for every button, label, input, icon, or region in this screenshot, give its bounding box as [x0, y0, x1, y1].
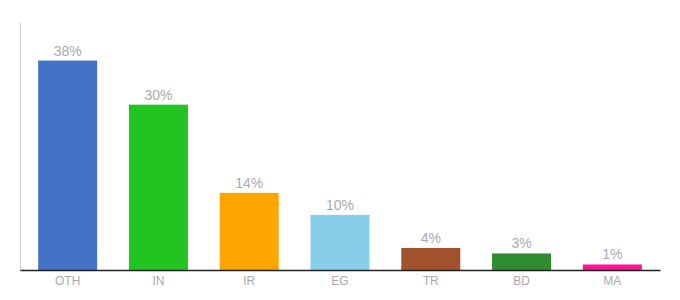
data-label: 1%: [602, 246, 622, 262]
bar: [492, 253, 551, 270]
x-tick: BD: [513, 270, 530, 288]
y-axis-line: [20, 23, 21, 271]
x-tick: OTH: [55, 270, 80, 288]
data-label: 10%: [326, 197, 354, 213]
x-tick-label: EG: [331, 274, 348, 288]
bar: [38, 61, 97, 270]
data-label: 30%: [144, 87, 172, 103]
x-tick: MA: [603, 270, 621, 288]
x-axis: OTH IN IR EG TR BD MA: [21, 270, 661, 288]
bar: [401, 248, 460, 270]
chart: OTH IN IR EG TR BD MA 38% 30% 14% 10% 4% 3% 1%: [0, 0, 680, 300]
x-tick-label: TR: [423, 274, 439, 288]
y-axis: [20, 23, 21, 271]
data-label: 38%: [54, 43, 82, 59]
x-tick-label: BD: [513, 274, 530, 288]
data-label: 3%: [511, 235, 531, 251]
x-tick: IR: [243, 270, 255, 288]
x-tick-label: IR: [243, 274, 255, 288]
data-label: 4%: [421, 230, 441, 246]
bar: [310, 215, 369, 270]
bar: [129, 105, 188, 270]
x-tick-label: MA: [603, 274, 621, 288]
bar: [583, 264, 642, 270]
x-tick: TR: [423, 270, 439, 288]
x-tick-label: OTH: [55, 274, 80, 288]
plot: OTH IN IR EG TR BD MA 38% 30% 14% 10% 4% 3% 1%: [21, 23, 661, 288]
bars: [38, 61, 642, 270]
x-tick-label: IN: [152, 274, 164, 288]
x-tick: IN: [152, 270, 164, 288]
x-axis-line: [21, 270, 661, 272]
data-label: 14%: [235, 175, 263, 191]
bar: [220, 193, 279, 270]
x-tick: EG: [331, 270, 348, 288]
data-labels: 38% 30% 14% 10% 4% 3% 1%: [54, 43, 623, 263]
